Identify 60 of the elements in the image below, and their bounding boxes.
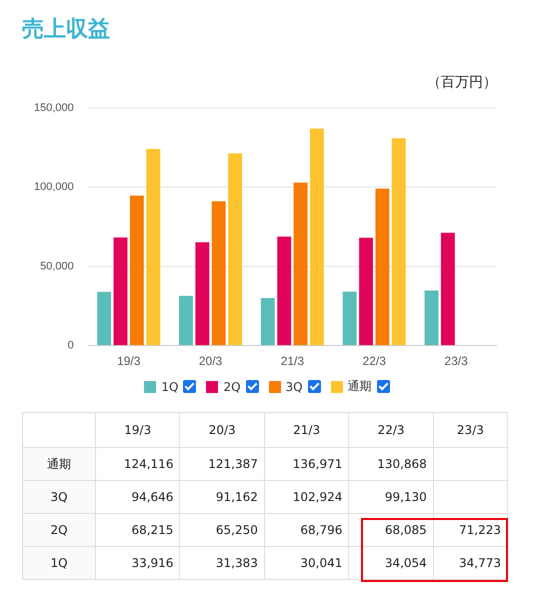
bar <box>97 292 112 346</box>
data-label: 68,796 <box>264 514 349 546</box>
x-tick-label: 21/3 <box>280 354 304 368</box>
legend-label: 通期 <box>348 378 372 395</box>
chart-title: 売上収益 <box>22 16 110 44</box>
y-tick-label: 100,000 <box>34 181 74 194</box>
data-label: 136,971 <box>264 448 349 480</box>
x-tick-label: 20/3 <box>198 354 223 368</box>
data-label: 99,130 <box>348 480 434 514</box>
bar <box>260 298 275 346</box>
bar <box>130 196 144 346</box>
bar <box>310 128 324 346</box>
category-label: 20/3 <box>208 423 236 437</box>
x-tick-label: 19/3 <box>117 354 141 368</box>
bar <box>375 188 390 346</box>
data-label: 31,383 <box>180 546 264 580</box>
data-label: 102,924 <box>264 480 349 514</box>
bar <box>228 153 242 346</box>
bar <box>440 232 455 346</box>
legend-label: 2Q <box>223 380 241 394</box>
data-label: 68,215 <box>96 514 180 546</box>
bar <box>392 138 406 346</box>
x-tick-label: 22/3 <box>362 354 386 368</box>
bar <box>114 238 128 346</box>
text: 1Q <box>50 556 68 570</box>
data-label: 130,868 <box>348 448 434 480</box>
category-label: 21/3 <box>293 423 320 437</box>
bar <box>195 242 210 346</box>
bar <box>146 149 160 346</box>
category-label: 23/3 <box>456 423 484 437</box>
bar <box>424 290 438 346</box>
text: 通期 <box>47 456 71 470</box>
legend-label: 3Q <box>286 380 303 394</box>
bar <box>294 182 308 346</box>
bar <box>212 201 226 346</box>
data-label: 68,085 <box>348 514 434 546</box>
data-label: 71,223 <box>433 514 508 546</box>
data-label: 121,387 <box>180 448 264 480</box>
category-label: 19/3 <box>124 423 152 437</box>
y-tick-label: 150,000 <box>34 102 74 114</box>
data-label: 65,250 <box>180 514 264 546</box>
text: 2Q <box>50 523 68 537</box>
bar <box>277 236 292 346</box>
x-tick-label: 23/3 <box>444 354 468 368</box>
bar <box>179 296 193 346</box>
y-axis-title: （百万円） <box>427 74 497 91</box>
data-label: 33,916 <box>96 546 180 580</box>
data-label: 30,041 <box>264 546 349 580</box>
bar <box>359 238 373 346</box>
data-label: 34,054 <box>348 546 434 580</box>
data-label: 124,116 <box>96 448 180 480</box>
data-label: 91,162 <box>180 480 264 514</box>
data-label: 34,773 <box>433 546 508 580</box>
legend-label: 1Q <box>161 380 178 394</box>
y-tick-label: 50,000 <box>40 260 74 272</box>
y-tick-label: 0 <box>68 340 74 352</box>
data-label: 94,646 <box>96 480 180 514</box>
text: 3Q <box>50 490 68 504</box>
category-label: 22/3 <box>378 423 405 437</box>
bar <box>342 292 357 346</box>
